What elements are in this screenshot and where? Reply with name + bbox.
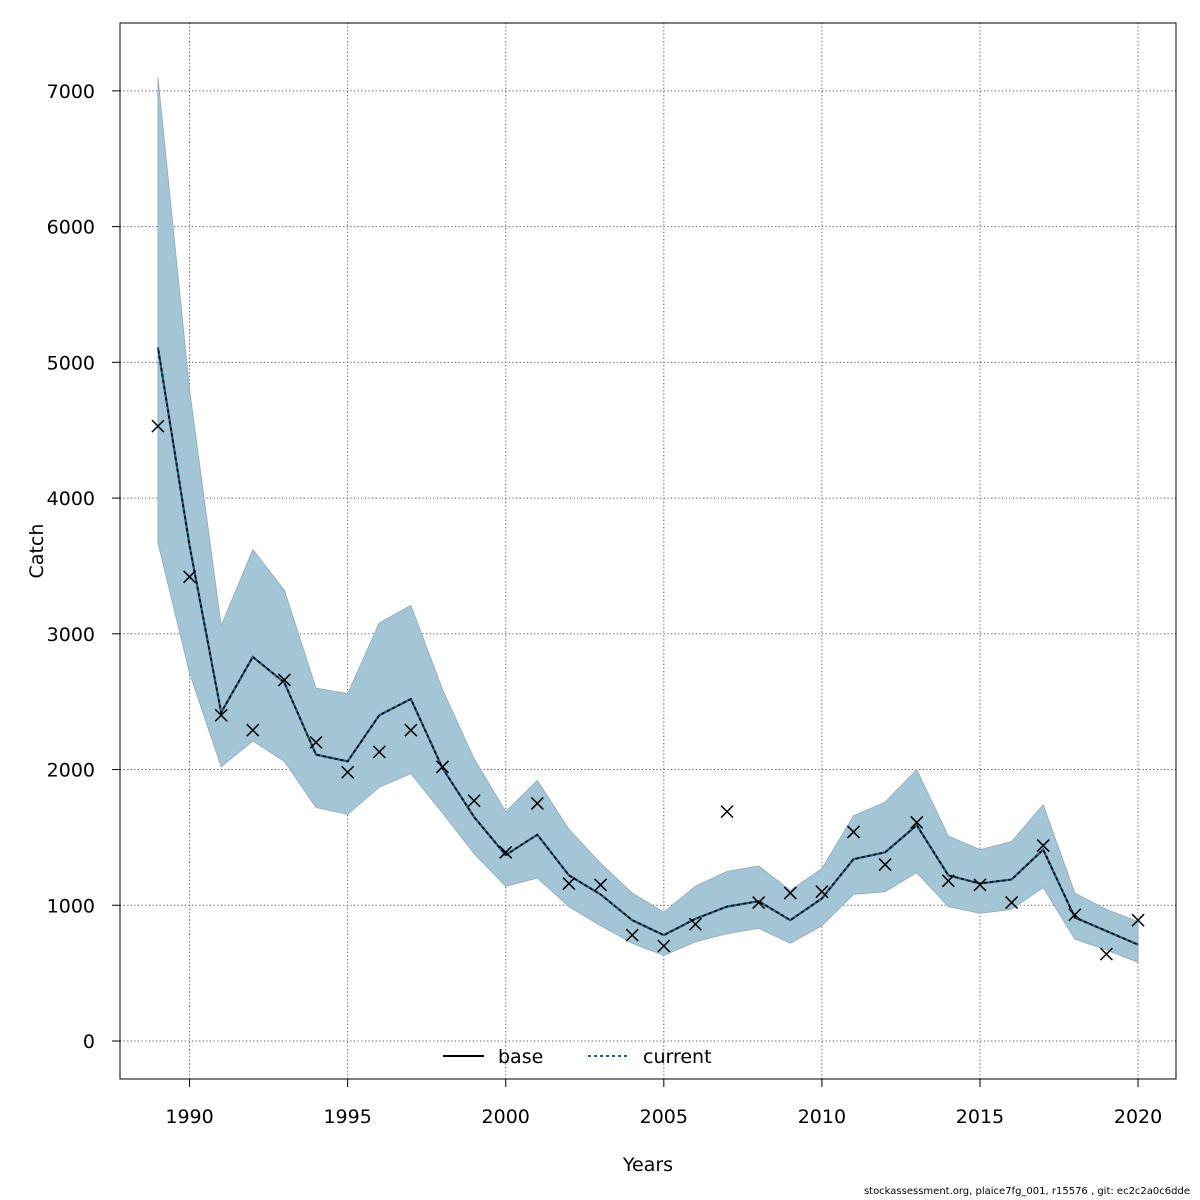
y-axis-label: Catch: [26, 524, 48, 579]
observation-point-2006: [688, 917, 702, 931]
observation-point-2004: [625, 928, 639, 942]
observation-point-2001: [530, 796, 544, 810]
x-axis: 1990 1995 2000 2005 2010 2015 2020: [165, 1079, 1162, 1128]
observation-point-2017: [1036, 839, 1050, 853]
observation-point-2014: [941, 874, 955, 888]
x-tick-label-2005: 2005: [640, 1106, 688, 1128]
series-line-current: [156, 347, 1139, 946]
y-tick-label-1000: 1000: [47, 895, 95, 917]
observation-point-2007: [720, 805, 734, 819]
observation-point-1997: [404, 723, 418, 737]
observation-point-2013: [910, 815, 924, 829]
legend-label-base: base: [498, 1046, 543, 1068]
footer-credit: stockassessment.org, plaice7fg_001, r155…: [863, 1186, 1190, 1197]
y-axis: 0 1000 2000 3000 4000 5000 6000 7000: [47, 81, 120, 1053]
legend-label-current: current: [643, 1046, 712, 1068]
observation-point-1989: [151, 419, 165, 433]
observation-point-2009: [783, 886, 797, 900]
y-tick-label-2000: 2000: [47, 760, 95, 782]
observation-point-2020: [1131, 913, 1145, 927]
observation-point-1999: [467, 794, 481, 808]
y-tick-label-5000: 5000: [47, 352, 95, 374]
observation-point-2002: [562, 877, 576, 891]
y-tick-label-4000: 4000: [47, 488, 95, 510]
observation-point-2011: [846, 825, 861, 839]
observation-point-1994: [309, 735, 323, 749]
x-tick-label-2010: 2010: [798, 1106, 846, 1128]
y-tick-label-7000: 7000: [47, 81, 95, 103]
observation-point-2000: [499, 845, 513, 859]
x-tick-label-2020: 2020: [1114, 1106, 1162, 1128]
observation-point-2015: [973, 878, 987, 892]
observations-layer: [151, 419, 1145, 961]
y-tick-label-0: 0: [83, 1031, 95, 1053]
observation-point-2019: [1099, 947, 1113, 961]
x-tick-label-2000: 2000: [482, 1106, 530, 1128]
observation-point-1995: [341, 765, 355, 779]
observation-point-2012: [878, 858, 892, 872]
plot-frame: [119, 22, 1177, 1080]
observation-point-2003: [594, 878, 608, 892]
confidence-band: [157, 77, 1139, 963]
legend: base current: [443, 1046, 712, 1068]
y-tick-label-3000: 3000: [47, 624, 95, 646]
x-tick-label-1990: 1990: [165, 1106, 213, 1128]
observation-point-2005: [657, 939, 671, 953]
observation-point-2008: [752, 896, 766, 910]
observation-point-1990: [183, 570, 197, 584]
series-layer: [156, 347, 1139, 946]
x-axis-label: Years: [622, 1154, 673, 1176]
observation-point-2016: [1005, 896, 1019, 910]
observation-point-2010: [815, 885, 829, 899]
x-tick-label-1995: 1995: [323, 1106, 371, 1128]
y-tick-label-6000: 6000: [47, 217, 95, 239]
x-tick-label-2015: 2015: [956, 1106, 1004, 1128]
observation-point-1992: [246, 723, 260, 737]
observation-point-1993: [277, 673, 291, 687]
confidence-band-layer: [157, 77, 1139, 963]
observation-point-1996: [372, 745, 386, 759]
observation-point-1991: [214, 708, 228, 722]
observation-point-1998: [435, 760, 450, 774]
observation-point-2018: [1068, 908, 1082, 922]
